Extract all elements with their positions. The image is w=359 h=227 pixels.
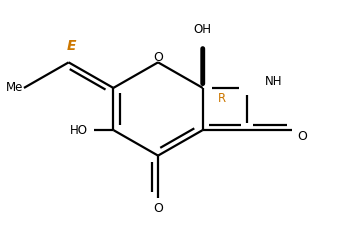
Text: NH: NH [265, 75, 283, 88]
Text: OH: OH [194, 23, 212, 36]
Text: O: O [153, 51, 163, 64]
Text: R: R [218, 92, 226, 105]
Text: O: O [298, 130, 307, 143]
Text: HO: HO [70, 123, 88, 137]
Text: Me: Me [6, 81, 24, 94]
Text: E: E [67, 39, 76, 53]
Text: O: O [153, 202, 163, 215]
